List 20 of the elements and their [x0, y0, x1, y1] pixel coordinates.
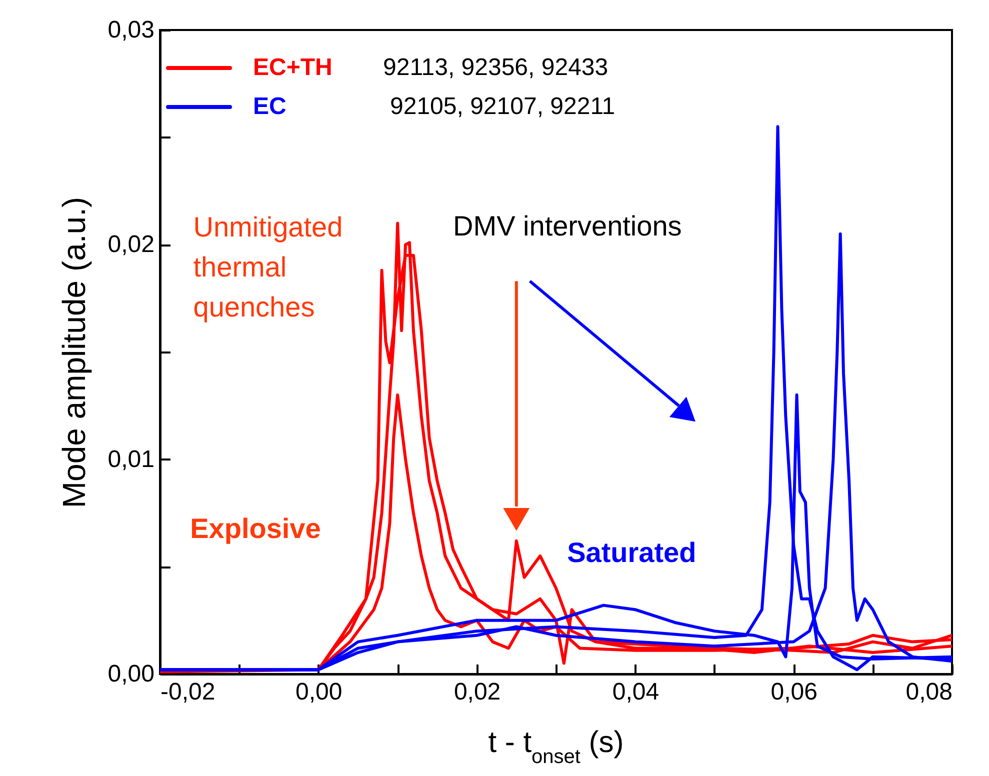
x-tick-label: 0,00 [296, 678, 342, 706]
x-axis-title: t - t$_{onset}$ (s) [488, 726, 624, 768]
y-tick-label: 0,03 [108, 16, 154, 44]
annotation: Explosive [190, 513, 321, 544]
annotation: Saturated [567, 536, 696, 568]
x-tick-label: -0,02 [160, 678, 216, 706]
y-tick-label: 0,01 [108, 446, 154, 473]
annotation: DMV interventions [453, 210, 682, 242]
annotation: 92113, 92356, 92433 [383, 54, 608, 81]
y-tick-label: 0,00 [108, 660, 154, 688]
y-axis-title: Mode amplitude (a.u.) [56, 196, 92, 508]
x-tick-label: 0,04 [612, 678, 660, 706]
x-tick-label: 0,08 [906, 678, 952, 706]
x-tick-label: 0,06 [770, 678, 818, 706]
x-tick-label: 0,02 [454, 678, 501, 706]
legend-label: EC+TH [253, 54, 332, 81]
y-tick-label: 0,02 [108, 231, 154, 258]
legend-label: EC [253, 93, 286, 120]
annotation: 92105, 92107, 92211 [390, 93, 616, 120]
annotation: Unmitigated thermal quenches [193, 212, 343, 323]
